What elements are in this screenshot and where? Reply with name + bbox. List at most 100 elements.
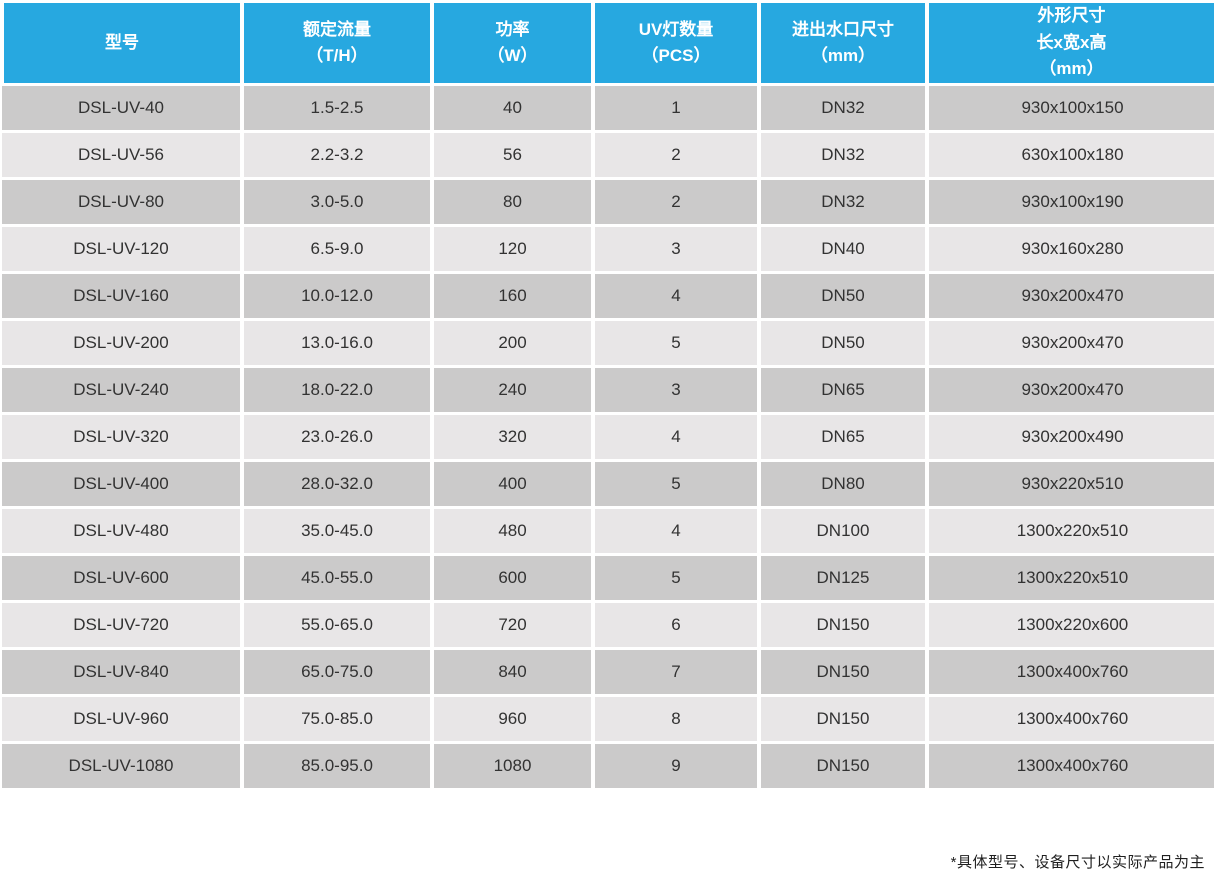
cell-port-size: DN150 — [757, 694, 929, 744]
cell-model: DSL-UV-240 — [2, 365, 244, 415]
cell-port-size: DN50 — [757, 271, 929, 321]
cell-power: 960 — [430, 694, 595, 744]
cell-power: 56 — [430, 130, 595, 180]
cell-rated-flow: 1.5-2.5 — [240, 83, 434, 133]
cell-rated-flow: 55.0-65.0 — [240, 600, 434, 650]
cell-dimensions: 930x160x280 — [925, 224, 1214, 274]
cell-power: 80 — [430, 177, 595, 227]
cell-port-size: DN40 — [757, 224, 929, 274]
cell-rated-flow: 85.0-95.0 — [240, 741, 434, 788]
cell-rated-flow: 13.0-16.0 — [240, 318, 434, 368]
cell-port-size: DN150 — [757, 647, 929, 697]
cell-power: 400 — [430, 459, 595, 509]
cell-rated-flow: 35.0-45.0 — [240, 506, 434, 556]
uv-sterilizer-spec-table: 型号 额定流量 （T/H） 功率 （W） UV灯数量 （PCS） 进出水口尺寸 … — [0, 0, 1214, 788]
cell-dimensions: 1300x220x510 — [925, 506, 1214, 556]
cell-dimensions: 930x220x510 — [925, 459, 1214, 509]
table-row: DSL-UV-56 2.2-3.2 56 2 DN32 630x100x180 — [2, 130, 1214, 180]
cell-port-size: DN50 — [757, 318, 929, 368]
table-row: DSL-UV-160 10.0-12.0 160 4 DN50 930x200x… — [2, 271, 1214, 321]
cell-port-size: DN125 — [757, 553, 929, 603]
column-header-rated-flow: 额定流量 （T/H） — [240, 0, 434, 86]
column-header-power: 功率 （W） — [430, 0, 595, 86]
cell-uv-lamp-qty: 4 — [591, 412, 761, 462]
table-row: DSL-UV-840 65.0-75.0 840 7 DN150 1300x40… — [2, 647, 1214, 697]
cell-uv-lamp-qty: 4 — [591, 271, 761, 321]
cell-port-size: DN150 — [757, 600, 929, 650]
cell-dimensions: 930x200x470 — [925, 365, 1214, 415]
table-row: DSL-UV-720 55.0-65.0 720 6 DN150 1300x22… — [2, 600, 1214, 650]
cell-port-size: DN32 — [757, 177, 929, 227]
table-row: DSL-UV-400 28.0-32.0 400 5 DN80 930x220x… — [2, 459, 1214, 509]
cell-rated-flow: 75.0-85.0 — [240, 694, 434, 744]
cell-power: 240 — [430, 365, 595, 415]
cell-uv-lamp-qty: 2 — [591, 130, 761, 180]
table-row: DSL-UV-40 1.5-2.5 40 1 DN32 930x100x150 — [2, 83, 1214, 133]
cell-uv-lamp-qty: 6 — [591, 600, 761, 650]
cell-dimensions: 1300x220x510 — [925, 553, 1214, 603]
cell-dimensions: 930x200x490 — [925, 412, 1214, 462]
cell-uv-lamp-qty: 1 — [591, 83, 761, 133]
column-header-port-size: 进出水口尺寸 （mm） — [757, 0, 929, 86]
cell-port-size: DN150 — [757, 741, 929, 788]
cell-uv-lamp-qty: 4 — [591, 506, 761, 556]
cell-dimensions: 930x200x470 — [925, 318, 1214, 368]
cell-dimensions: 930x100x190 — [925, 177, 1214, 227]
table-row: DSL-UV-480 35.0-45.0 480 4 DN100 1300x22… — [2, 506, 1214, 556]
cell-power: 320 — [430, 412, 595, 462]
cell-model: DSL-UV-120 — [2, 224, 244, 274]
table-row: DSL-UV-80 3.0-5.0 80 2 DN32 930x100x190 — [2, 177, 1214, 227]
cell-port-size: DN100 — [757, 506, 929, 556]
table-row: DSL-UV-320 23.0-26.0 320 4 DN65 930x200x… — [2, 412, 1214, 462]
table-row: DSL-UV-120 6.5-9.0 120 3 DN40 930x160x28… — [2, 224, 1214, 274]
cell-port-size: DN32 — [757, 83, 929, 133]
cell-power: 1080 — [430, 741, 595, 788]
cell-rated-flow: 2.2-3.2 — [240, 130, 434, 180]
cell-rated-flow: 3.0-5.0 — [240, 177, 434, 227]
cell-port-size: DN80 — [757, 459, 929, 509]
cell-model: DSL-UV-40 — [2, 83, 244, 133]
cell-rated-flow: 28.0-32.0 — [240, 459, 434, 509]
cell-uv-lamp-qty: 3 — [591, 365, 761, 415]
cell-model: DSL-UV-160 — [2, 271, 244, 321]
cell-model: DSL-UV-600 — [2, 553, 244, 603]
table-body: DSL-UV-40 1.5-2.5 40 1 DN32 930x100x150 … — [2, 83, 1214, 788]
cell-power: 160 — [430, 271, 595, 321]
cell-rated-flow: 18.0-22.0 — [240, 365, 434, 415]
cell-model: DSL-UV-80 — [2, 177, 244, 227]
cell-power: 840 — [430, 647, 595, 697]
cell-uv-lamp-qty: 9 — [591, 741, 761, 788]
cell-port-size: DN65 — [757, 412, 929, 462]
cell-rated-flow: 10.0-12.0 — [240, 271, 434, 321]
cell-rated-flow: 65.0-75.0 — [240, 647, 434, 697]
cell-dimensions: 1300x400x760 — [925, 647, 1214, 697]
cell-rated-flow: 45.0-55.0 — [240, 553, 434, 603]
cell-power: 200 — [430, 318, 595, 368]
cell-dimensions: 1300x400x760 — [925, 694, 1214, 744]
cell-uv-lamp-qty: 8 — [591, 694, 761, 744]
table-row: DSL-UV-600 45.0-55.0 600 5 DN125 1300x22… — [2, 553, 1214, 603]
cell-power: 480 — [430, 506, 595, 556]
cell-uv-lamp-qty: 7 — [591, 647, 761, 697]
cell-port-size: DN65 — [757, 365, 929, 415]
cell-port-size: DN32 — [757, 130, 929, 180]
cell-uv-lamp-qty: 5 — [591, 459, 761, 509]
column-header-dimensions: 外形尺寸 长x宽x高 （mm） — [925, 0, 1214, 86]
cell-uv-lamp-qty: 2 — [591, 177, 761, 227]
cell-dimensions: 930x200x470 — [925, 271, 1214, 321]
cell-power: 600 — [430, 553, 595, 603]
cell-model: DSL-UV-320 — [2, 412, 244, 462]
table-row: DSL-UV-960 75.0-85.0 960 8 DN150 1300x40… — [2, 694, 1214, 744]
table-header: 型号 额定流量 （T/H） 功率 （W） UV灯数量 （PCS） 进出水口尺寸 … — [0, 0, 1214, 86]
cell-model: DSL-UV-56 — [2, 130, 244, 180]
cell-dimensions: 930x100x150 — [925, 83, 1214, 133]
cell-rated-flow: 23.0-26.0 — [240, 412, 434, 462]
cell-uv-lamp-qty: 5 — [591, 318, 761, 368]
cell-model: DSL-UV-400 — [2, 459, 244, 509]
header-row: 型号 额定流量 （T/H） 功率 （W） UV灯数量 （PCS） 进出水口尺寸 … — [0, 0, 1214, 86]
cell-power: 720 — [430, 600, 595, 650]
cell-uv-lamp-qty: 3 — [591, 224, 761, 274]
cell-power: 120 — [430, 224, 595, 274]
cell-model: DSL-UV-200 — [2, 318, 244, 368]
